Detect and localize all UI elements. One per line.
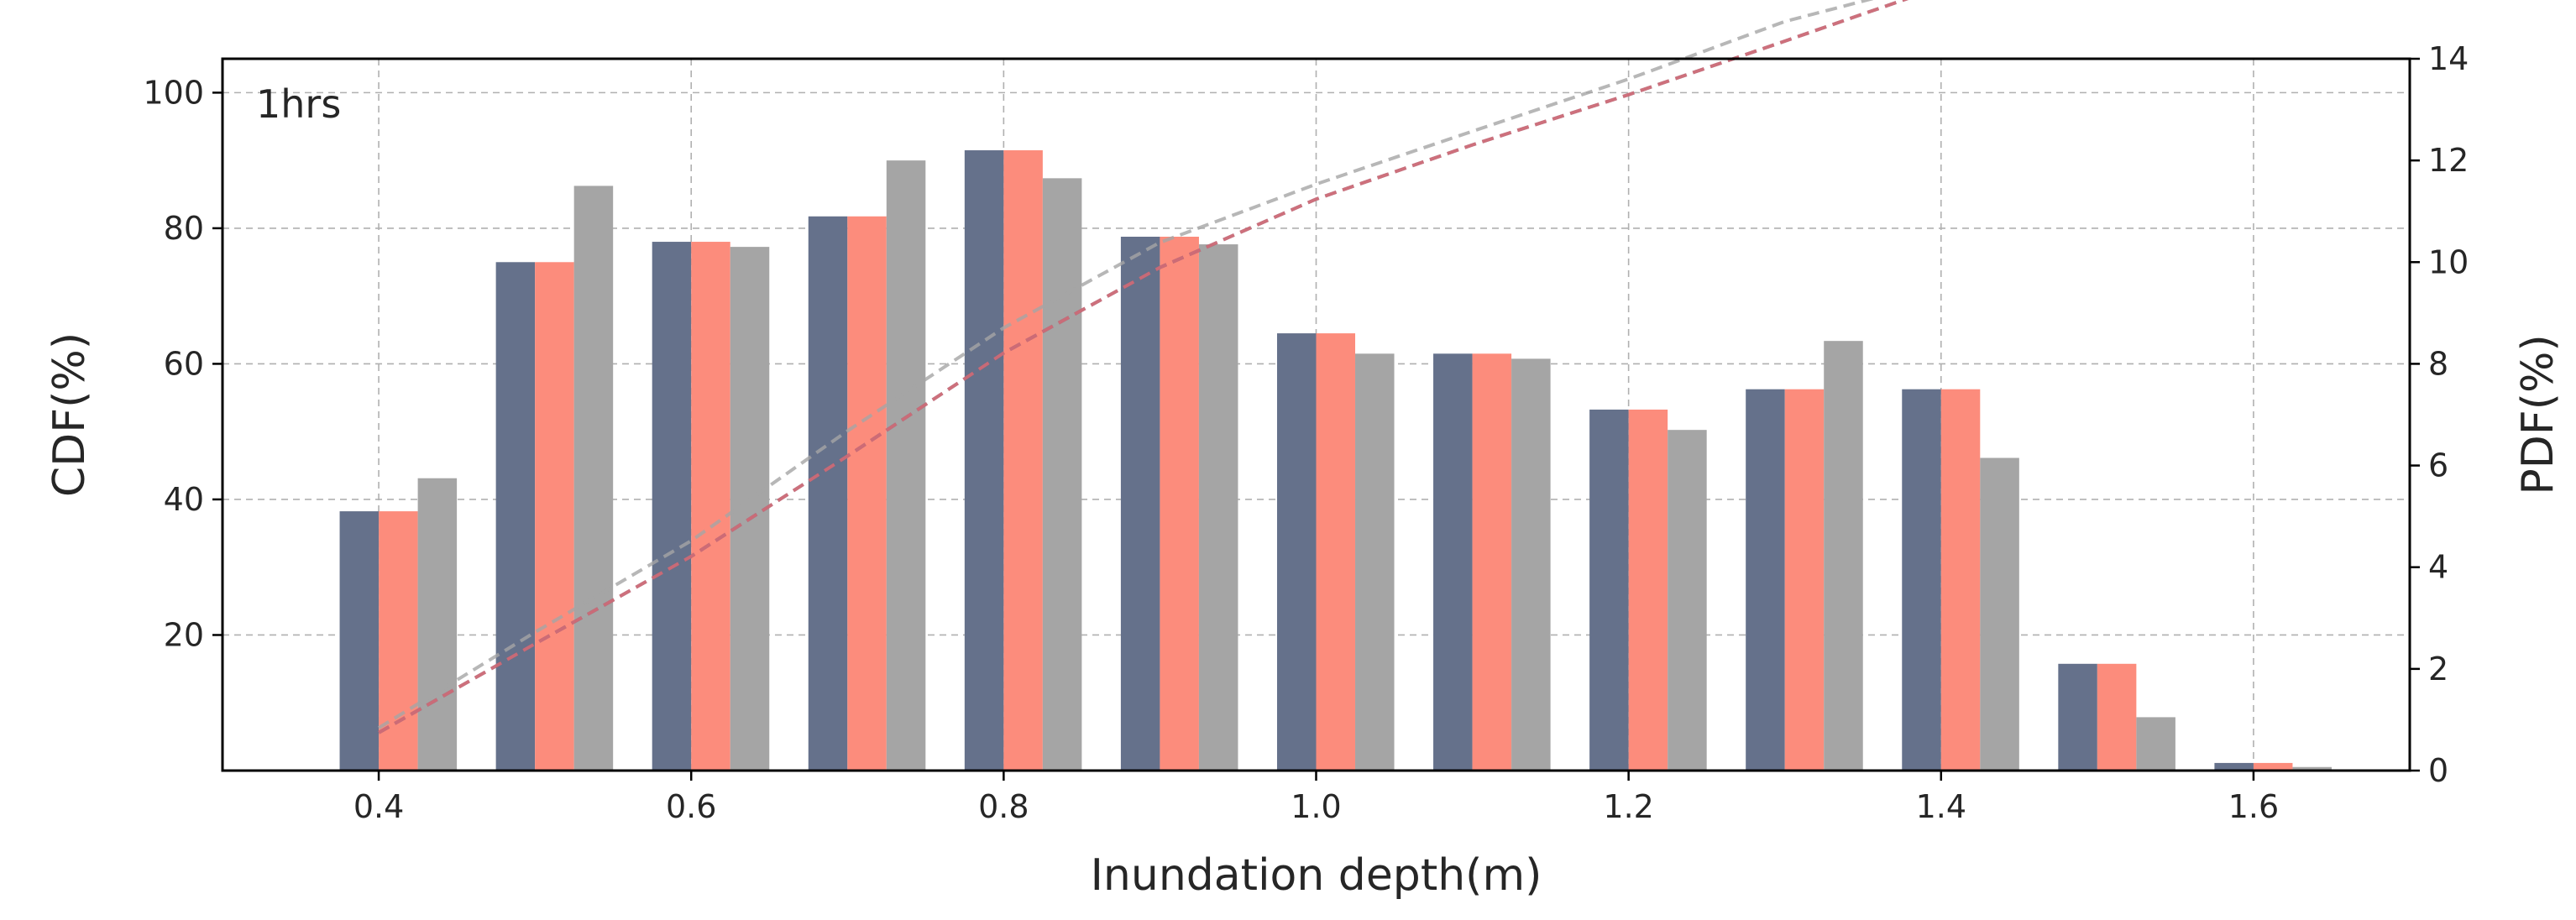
pdf-bar — [1433, 353, 1473, 771]
pdf-bar — [495, 262, 536, 771]
x-tick-label: 0.8 — [978, 788, 1029, 825]
x-tick-label: 0.6 — [666, 788, 716, 825]
y-tick-label-right: 6 — [2428, 447, 2448, 484]
pdf-bar — [1940, 389, 1981, 771]
pdf-bar — [847, 216, 887, 771]
x-tick-label: 1.6 — [2228, 788, 2279, 825]
pdf-bar — [1628, 409, 1668, 771]
bars — [339, 150, 2332, 771]
pdf-bar — [573, 186, 614, 771]
x-tick-label: 1.0 — [1291, 788, 1341, 825]
x-tick-label: 1.2 — [1603, 788, 1653, 825]
y-tick-label-right: 4 — [2428, 549, 2448, 586]
pdf-bar — [1784, 389, 1825, 771]
pdf-bar — [1902, 389, 1941, 771]
pdf-bar — [2292, 766, 2332, 771]
pdf-bar — [1824, 341, 1863, 771]
x-tick-label: 1.4 — [1916, 788, 1966, 825]
y-tick-label-right: 14 — [2428, 40, 2469, 77]
y-axis-title-right: PDF(%) — [2513, 334, 2563, 494]
y-tick-label-right: 2 — [2428, 651, 2448, 687]
pdf-bar — [964, 150, 1004, 771]
pdf-bar — [1511, 358, 1551, 771]
pdf-bar — [1316, 333, 1356, 771]
cdf-line — [378, 0, 1908, 734]
pdf-bar — [1198, 244, 1238, 771]
y-tick-label-right: 10 — [2428, 243, 2469, 280]
y-tick-label-left: 20 — [164, 616, 204, 653]
y-tick-label-left: 60 — [164, 345, 204, 382]
panel-label: 1hrs — [256, 81, 341, 127]
pdf-bar — [1042, 178, 1082, 771]
y-tick-label-right: 12 — [2428, 142, 2469, 179]
cdf-lines — [378, 0, 1908, 734]
pdf-bar — [2253, 762, 2293, 771]
pdf-bar — [535, 262, 574, 771]
pdf-bar — [1160, 237, 1199, 771]
pdf-bar — [2097, 663, 2137, 771]
pdf-bar — [1668, 430, 1707, 771]
ticks: 0.4 0.6 0.8 1.0 1.2 1.4 1.6 20 40 60 80 100 0 2 4 6 8 10 1… — [143, 40, 2469, 825]
y-tick-label-left: 40 — [164, 481, 204, 518]
pdf-bar — [1980, 457, 2019, 771]
pdf-bar — [1120, 237, 1160, 771]
pdf-bar — [2136, 717, 2175, 771]
pdf-bar — [417, 478, 458, 771]
pdf-bar — [1589, 409, 1629, 771]
pdf-bar — [1003, 150, 1043, 771]
pdf-bar — [652, 242, 692, 771]
y-axis-title-left: CDF(%) — [45, 332, 95, 497]
y-tick-label-right: 0 — [2428, 752, 2448, 789]
y-tick-label-left: 100 — [143, 74, 204, 111]
pdf-bar — [1355, 353, 1395, 771]
pdf-bar — [1472, 353, 1512, 771]
pdf-bar — [339, 511, 380, 771]
x-tick-label: 0.4 — [353, 788, 404, 825]
y-tick-label-left: 80 — [164, 210, 204, 247]
y-tick-label-right: 8 — [2428, 345, 2448, 382]
pdf-bar — [2214, 762, 2254, 771]
pdf-bar — [886, 160, 926, 771]
pdf-bar — [379, 511, 418, 771]
pdf-bar — [691, 242, 730, 771]
x-axis-title: Inundation depth(m) — [1091, 850, 1542, 901]
pdf-bar — [2058, 663, 2097, 771]
pdf-bar — [1276, 333, 1317, 771]
pdf-bar — [1746, 389, 1785, 771]
pdf-bar — [808, 216, 848, 771]
